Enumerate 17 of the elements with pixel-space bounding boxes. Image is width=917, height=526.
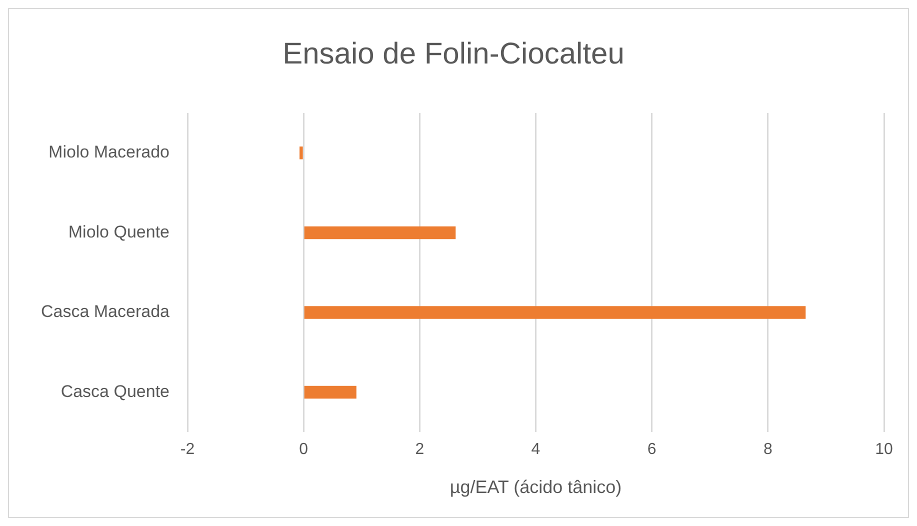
chart-title: Ensaio de Folin-Ciocalteu bbox=[282, 37, 624, 70]
x-tick-label: 0 bbox=[299, 441, 308, 458]
x-tick-label: -2 bbox=[180, 441, 195, 458]
x-tick-label: 4 bbox=[531, 441, 540, 458]
x-tick-label: 10 bbox=[875, 441, 893, 458]
y-tick-label: Miolo Macerado bbox=[48, 142, 170, 162]
y-tick-label: Casca Macerada bbox=[40, 302, 170, 322]
x-tick-label: 6 bbox=[647, 441, 656, 458]
bar bbox=[304, 226, 456, 240]
x-tick-label: 2 bbox=[415, 441, 424, 458]
y-tick-label: Casca Quente bbox=[60, 382, 170, 401]
x-axis-title: µg/EAT (ácido tânico) bbox=[450, 477, 622, 498]
bar bbox=[300, 146, 303, 160]
x-tick-label: 8 bbox=[763, 441, 772, 458]
bar bbox=[304, 386, 356, 399]
y-tick-label: Miolo Quente bbox=[68, 222, 170, 242]
bar bbox=[304, 306, 806, 319]
